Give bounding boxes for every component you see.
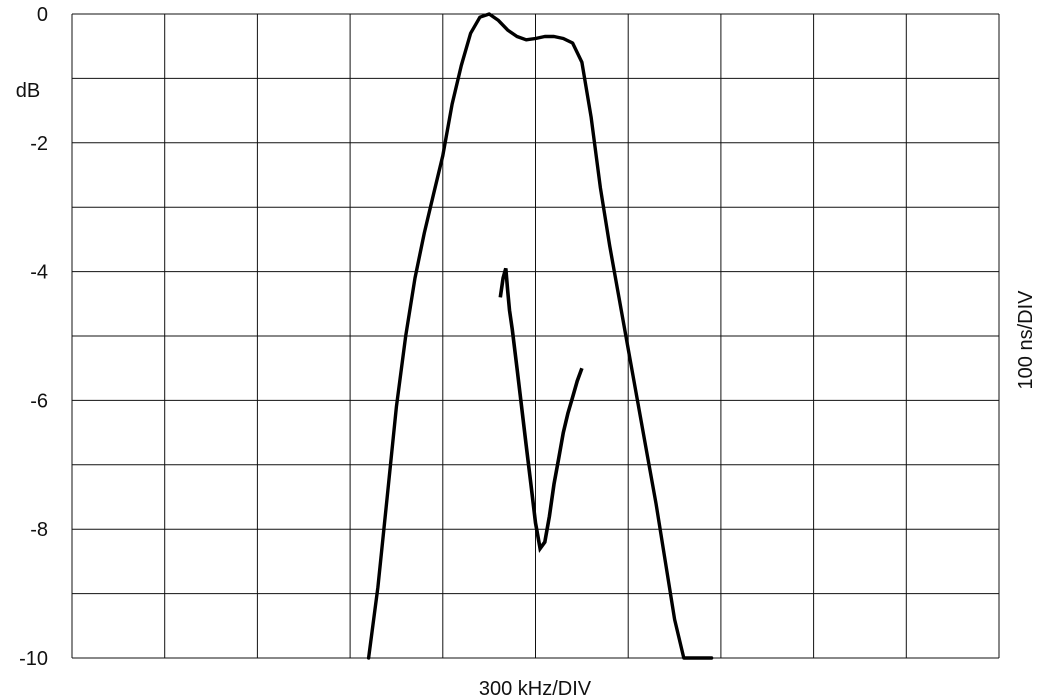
- y-tick-label: -8: [30, 519, 48, 541]
- y-tick-label: 0: [37, 4, 48, 26]
- y-axis-ticks: 0 -2 -4 -6 -8 -10: [19, 4, 48, 670]
- y-axis-label: dB: [16, 80, 40, 102]
- x-axis-label: 300 kHz/DIV: [479, 678, 592, 700]
- secondary-axis-label: 100 ns/DIV: [1015, 290, 1037, 390]
- y-tick-label: -6: [30, 390, 48, 412]
- plot-traces: [366, 12, 714, 660]
- y-tick-label: -2: [30, 133, 48, 155]
- plot-grid: [71, 13, 1000, 659]
- y-tick-label: -10: [19, 648, 48, 670]
- amplitude-trace: [366, 12, 714, 660]
- y-tick-label: -4: [30, 262, 48, 284]
- group-delay-trace: [498, 267, 584, 553]
